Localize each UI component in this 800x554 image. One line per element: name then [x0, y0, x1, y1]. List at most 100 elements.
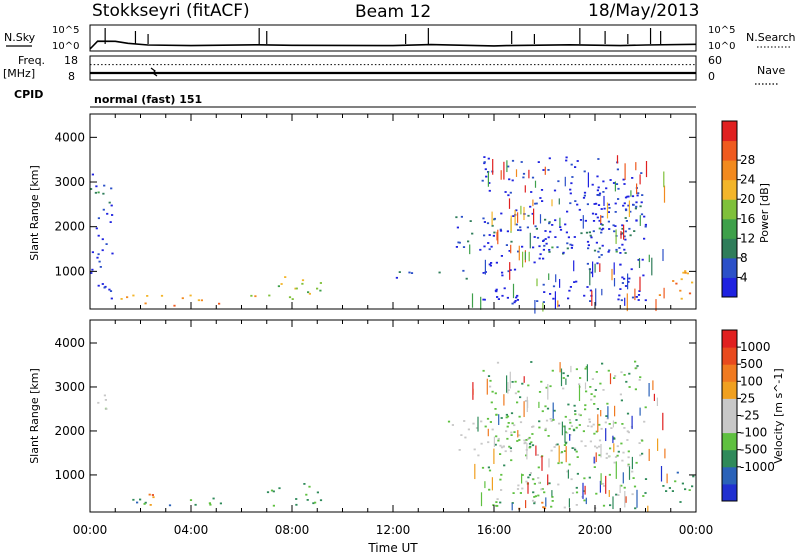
- velocity-cell: [584, 404, 587, 407]
- nsky-spikes: [104, 28, 662, 44]
- velocity-cell: [574, 410, 577, 412]
- power-cell: [564, 176, 566, 187]
- power-cell: [521, 245, 524, 248]
- power-cell: [618, 294, 621, 297]
- power-cell: [644, 225, 647, 228]
- velocity-cell: [613, 377, 616, 379]
- cpid-text: normal (fast) 151: [94, 93, 202, 106]
- velocity-cell: [518, 434, 521, 437]
- power-cell: [522, 176, 525, 179]
- velocity-cell: [608, 473, 611, 476]
- velocity-cell: [544, 429, 547, 432]
- velocity-cell: [540, 380, 543, 383]
- power-cell: [507, 165, 510, 168]
- velocity-cell: [533, 496, 536, 498]
- power-cell: [301, 279, 305, 282]
- velocity-colorbar-swatch: [722, 347, 737, 365]
- velocity-cell: [541, 455, 543, 471]
- velocity-cell: [136, 501, 139, 504]
- power-cell: [99, 266, 102, 268]
- velocity-cell: [584, 445, 587, 447]
- velocity-cell: [506, 415, 510, 418]
- velocity-cell: [532, 425, 535, 428]
- velocity-cell: [684, 488, 687, 491]
- power-cell: [641, 194, 644, 196]
- power-colorbar-tick-label: 20: [740, 192, 755, 206]
- power-cell: [623, 224, 625, 240]
- velocity-cell: [532, 491, 535, 494]
- power-cell: [589, 234, 592, 237]
- power-cell: [486, 222, 490, 225]
- power-cell: [645, 161, 648, 178]
- power-cell: [635, 205, 638, 208]
- velocity-cell: [585, 390, 588, 393]
- power-colorbar-swatch: [722, 257, 737, 278]
- power-cell: [617, 298, 620, 301]
- velocity-cell: [612, 420, 614, 428]
- power-cell: [573, 281, 576, 283]
- velocity-cell: [585, 497, 587, 505]
- power-cell: [173, 304, 176, 307]
- power-cell: [639, 276, 641, 292]
- velocity-cell: [625, 496, 627, 503]
- power-y-tick-label: 2000: [54, 220, 85, 234]
- velocity-cell: [528, 474, 532, 476]
- power-cell: [488, 182, 491, 184]
- power-cell: [590, 236, 593, 239]
- velocity-cell: [562, 372, 565, 375]
- power-x-ticks: [89, 114, 697, 309]
- velocity-cell: [688, 489, 691, 491]
- velocity-cell: [593, 456, 595, 464]
- power-cell: [626, 195, 629, 198]
- velocity-cell: [542, 506, 545, 509]
- velocity-cell: [480, 420, 483, 423]
- velocity-cell: [606, 417, 609, 420]
- velocity-cell: [620, 371, 623, 374]
- power-cell: [543, 291, 546, 293]
- velocity-cell: [314, 501, 317, 504]
- velocity-cell: [598, 445, 601, 448]
- velocity-cell: [519, 492, 522, 494]
- velocity-cell: [590, 393, 593, 395]
- velocity-cell: [490, 401, 493, 404]
- velocity-cell: [573, 447, 576, 450]
- velocity-cell: [634, 367, 637, 370]
- velocity-cell: [576, 456, 579, 458]
- power-cell: [132, 294, 135, 297]
- velocity-cell: [493, 448, 495, 464]
- power-cell: [522, 172, 526, 175]
- power-cell: [619, 252, 622, 254]
- power-cell: [120, 298, 123, 300]
- power-cell: [524, 185, 526, 193]
- velocity-cell: [643, 420, 646, 423]
- velocity-colorbar-tick-label: 25: [740, 391, 755, 405]
- power-colorbar-swatch: [722, 179, 737, 200]
- power-cell: [603, 207, 606, 210]
- velocity-cell: [609, 447, 612, 450]
- velocity-cell: [549, 418, 552, 420]
- power-cell: [555, 274, 557, 283]
- power-cell: [543, 244, 546, 247]
- power-cell: [608, 228, 611, 230]
- velocity-cell: [623, 374, 626, 376]
- velocity-cell: [525, 439, 528, 441]
- velocity-cell: [602, 389, 605, 391]
- power-cell: [663, 287, 665, 299]
- power-cell: [557, 300, 559, 308]
- velocity-cell: [503, 464, 506, 467]
- power-cell: [587, 172, 589, 188]
- power-cell: [621, 243, 624, 246]
- power-cell: [614, 202, 617, 205]
- power-cell: [471, 232, 474, 235]
- power-cell: [570, 163, 573, 166]
- velocity-cell: [266, 491, 270, 494]
- power-cell: [643, 215, 646, 218]
- velocity-cell: [570, 478, 573, 481]
- velocity-cell: [593, 466, 596, 468]
- power-cell: [484, 168, 487, 171]
- power-cell: [600, 231, 603, 234]
- power-cell: [616, 155, 619, 164]
- velocity-cell: [566, 431, 569, 434]
- velocity-cell: [506, 425, 509, 428]
- velocity-cell: [505, 416, 508, 419]
